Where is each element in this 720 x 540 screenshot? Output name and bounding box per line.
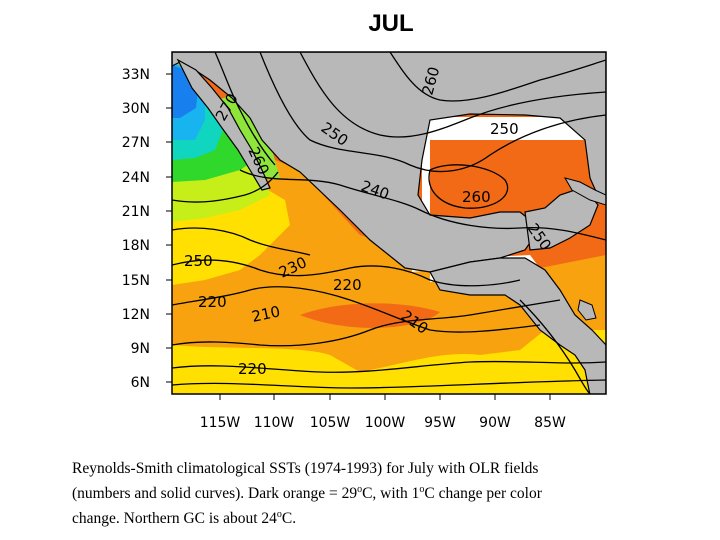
- map-title: JUL: [368, 10, 414, 37]
- olr-label: 220: [198, 293, 227, 311]
- degree-symbol: o: [419, 484, 425, 495]
- lat-label: 33N: [122, 67, 150, 83]
- sst-olr-map: 33N 30N 27N 24N 21N 18N 15N 12N 9N 6N 11…: [122, 51, 607, 431]
- land-baja: [176, 58, 271, 191]
- land-cuba: [563, 177, 606, 206]
- caption-line-3b: C.: [281, 510, 297, 528]
- lon-label: 90W: [479, 415, 511, 431]
- map-frame: [171, 51, 607, 395]
- lat-label: 24N: [122, 170, 150, 186]
- lon-label: 110W: [254, 415, 295, 431]
- land-yucatan: [524, 189, 599, 251]
- axis-ticks: [166, 73, 551, 400]
- lat-label: 15N: [122, 273, 150, 289]
- lat-label: 6N: [131, 375, 150, 391]
- olr-label: 250: [490, 120, 519, 138]
- olr-label: 220: [333, 276, 362, 294]
- degree-symbol: o: [357, 484, 363, 495]
- caption-line-2c: C change per color: [424, 485, 542, 503]
- lon-label: 95W: [424, 415, 456, 431]
- lat-label: 12N: [122, 307, 150, 323]
- lat-label: 18N: [122, 238, 150, 254]
- degree-symbol: o: [276, 509, 282, 521]
- figure-caption: Reynolds-Smith climatological SSTs (1974…: [72, 458, 652, 529]
- sst-gulf-green: [218, 92, 280, 178]
- olr-label: 220: [238, 360, 267, 378]
- lat-label: 21N: [122, 204, 150, 220]
- land-central-america: [429, 257, 606, 394]
- caption-line-2b: C, with 1: [362, 485, 420, 503]
- lon-label: 105W: [310, 415, 351, 431]
- caption-line-3a: change. Northern GC is about 24: [72, 510, 277, 528]
- caption-line-1: Reynolds-Smith climatological SSTs (1974…: [72, 460, 539, 477]
- olr-label: 210: [250, 302, 282, 326]
- lat-label: 30N: [122, 101, 150, 117]
- lon-label: 115W: [200, 415, 241, 431]
- lon-label: 85W: [534, 415, 566, 431]
- lon-label: 100W: [365, 415, 406, 431]
- sst-yellow-south: [172, 330, 606, 394]
- lat-label: 27N: [122, 135, 150, 151]
- lat-label: 9N: [131, 341, 150, 357]
- caption-line-2a: (numbers and solid curves). Dark orange …: [72, 485, 358, 503]
- lat-labels: 33N 30N 27N 24N 21N 18N 15N 12N 9N 6N: [122, 67, 150, 391]
- lon-labels: 115W 110W 105W 100W 95W 90W 85W: [200, 415, 566, 431]
- olr-label: 260: [462, 188, 491, 206]
- olr-contours: [172, 52, 606, 394]
- sst-yellow-west: [172, 190, 290, 285]
- olr-label: 250: [184, 252, 213, 270]
- land-small-island: [577, 299, 597, 321]
